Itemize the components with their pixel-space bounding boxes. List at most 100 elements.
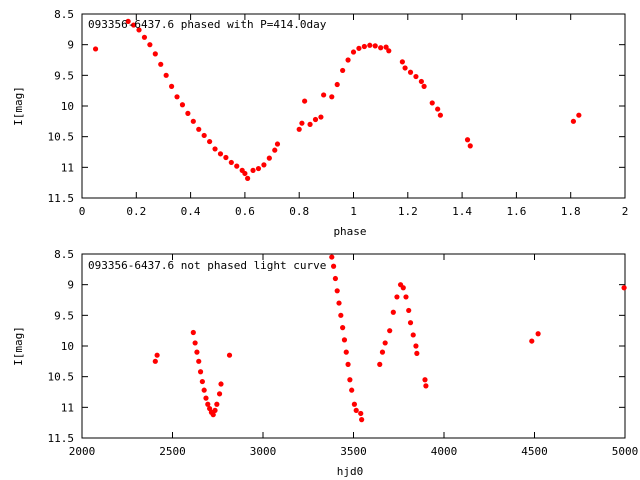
phased-y-ticks: 8.5 9 9.5 10 10.5 11 11.5 <box>48 8 625 205</box>
phased-data-point <box>402 65 408 71</box>
phased-data-point <box>158 61 164 67</box>
phased-y-tick-label: 10 <box>61 100 74 113</box>
unphased-data-point <box>535 331 541 337</box>
unphased-data-point <box>353 407 359 413</box>
unphased-chart-title: 093356-6437.6 not phased light curve <box>88 259 326 272</box>
unphased-data-point <box>387 328 393 334</box>
phased-data-point <box>207 138 213 145</box>
phased-data-point <box>125 18 131 24</box>
phased-plot-frame <box>81 13 626 199</box>
phased-data-point <box>152 51 158 57</box>
phased-data-point <box>163 72 169 78</box>
unphased-data-point <box>406 307 412 314</box>
phased-data-point <box>92 46 99 52</box>
unphased-data-point <box>216 391 223 397</box>
phased-x-tick-label: 1.4 <box>452 205 472 218</box>
phased-data-point <box>429 100 435 106</box>
unphased-data-point <box>345 361 351 367</box>
unphased-data-point <box>218 381 224 387</box>
phased-x-tick-label: 1.8 <box>561 205 581 218</box>
unphased-y-tick-label: 9.5 <box>54 309 74 322</box>
unphased-data-point <box>330 263 337 269</box>
unphased-data-point <box>332 275 338 282</box>
phased-y-tick-label: 9.5 <box>54 69 74 82</box>
unphased-light-curve-panel: 8.5 9 9.5 10 10.5 11 11.5 2000 2500 3000 3500 4000… <box>12 248 638 478</box>
phased-data-point <box>318 114 324 120</box>
phased-data-point <box>147 42 153 48</box>
unphased-y-tick-label: 8.5 <box>54 248 74 261</box>
phased-data-point <box>274 141 281 147</box>
unphased-y-tick-label: 10 <box>61 340 74 353</box>
unphased-y-tick-label: 11 <box>61 401 74 414</box>
phased-y-tick-label: 11.5 <box>48 192 75 205</box>
phased-x-tick-label: 2 <box>622 205 629 218</box>
phased-data-point <box>141 34 148 40</box>
phased-y-tick-label: 9 <box>67 39 74 52</box>
phased-data-point <box>570 118 577 124</box>
phased-data-point <box>467 143 473 149</box>
phased-data-point <box>383 44 389 50</box>
phased-x-axis-label: phase <box>333 225 366 238</box>
phased-data-point <box>185 110 191 116</box>
unphased-x-tick-label: 3500 <box>340 445 367 458</box>
phased-data-point <box>421 83 427 89</box>
phased-data-point <box>136 27 142 33</box>
unphased-data-point <box>410 332 416 338</box>
phased-data-point <box>372 43 378 49</box>
unphased-x-tick-label: 2000 <box>69 445 96 458</box>
phased-data-point <box>386 48 392 54</box>
phased-data-point <box>196 126 202 132</box>
unphased-x-tick-label: 3000 <box>250 445 277 458</box>
unphased-data-point <box>226 352 233 358</box>
unphased-data-point <box>377 361 383 367</box>
unphased-y-tick-label: 10.5 <box>48 371 75 384</box>
unphased-data-point <box>390 309 396 315</box>
phased-data-point <box>223 154 229 161</box>
phased-data-point <box>437 112 443 118</box>
unphased-x-tick-label: 2500 <box>159 445 186 458</box>
unphased-data-point <box>194 349 200 355</box>
phased-x-tick-label: 1 <box>350 205 357 218</box>
phased-data-point <box>255 165 262 172</box>
phased-data-point <box>340 67 346 74</box>
phased-data-point <box>418 78 424 85</box>
unphased-data-point <box>214 401 220 407</box>
unphased-x-axis-label: hjd0 <box>337 465 364 478</box>
phased-data-point <box>307 121 313 127</box>
unphased-data-point <box>201 387 207 393</box>
unphased-data-points <box>152 254 627 423</box>
unphased-data-point <box>334 288 340 294</box>
unphased-data-point <box>203 395 209 401</box>
phased-data-point <box>378 45 384 51</box>
phased-y-axis-label: I[mag] <box>12 86 25 126</box>
phased-data-point <box>356 45 362 51</box>
unphased-data-point <box>340 325 346 331</box>
unphased-y-tick-label: 11.5 <box>48 432 75 445</box>
unphased-data-point <box>341 337 348 343</box>
unphased-data-point <box>210 412 216 418</box>
unphased-data-point <box>359 417 365 423</box>
phased-x-tick-label: 0 <box>79 205 86 218</box>
unphased-y-ticks: 8.5 9 9.5 10 10.5 11 11.5 <box>48 248 625 445</box>
phased-data-point <box>250 167 256 173</box>
phased-data-point <box>212 146 218 152</box>
phased-x-tick-label: 0.8 <box>289 205 309 218</box>
unphased-data-point <box>152 358 158 364</box>
unphased-data-point <box>414 350 420 356</box>
phased-data-point <box>312 116 319 123</box>
phased-x-tick-label: 1.6 <box>506 205 526 218</box>
unphased-data-point <box>351 401 358 407</box>
phased-data-point <box>350 49 357 55</box>
unphased-data-point <box>358 410 364 417</box>
phased-data-point <box>345 57 351 63</box>
phased-data-point <box>334 81 340 88</box>
phased-x-tick-label: 0.6 <box>235 205 255 218</box>
unphased-plot-frame <box>81 253 626 439</box>
phased-data-point <box>361 43 367 50</box>
phased-data-point <box>296 126 302 132</box>
unphased-data-point <box>154 352 160 358</box>
phased-data-point <box>245 175 251 181</box>
unphased-y-axis-label: I[mag] <box>12 326 25 366</box>
phased-data-point <box>234 163 240 169</box>
phased-y-tick-label: 11 <box>61 161 74 174</box>
